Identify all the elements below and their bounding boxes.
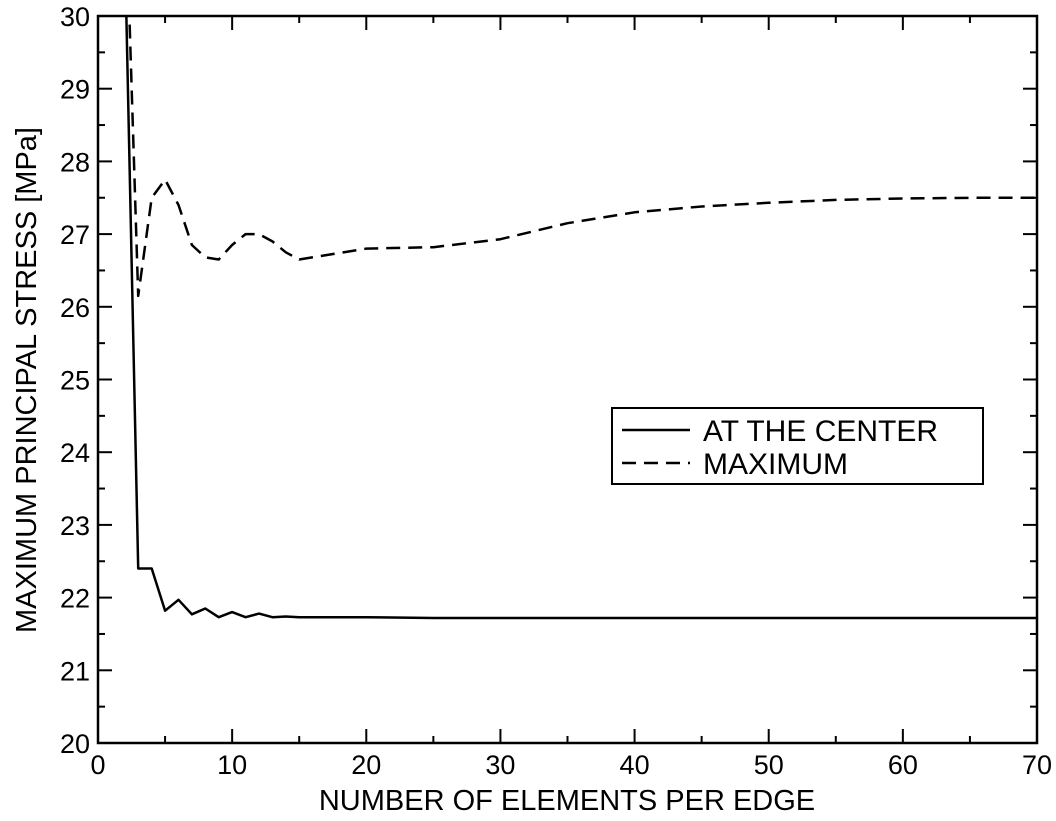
tick-labels: 0 10 20 30 40 50 60 70 20 21 22 23 24 25 26 27 28 29 30: [60, 2, 1052, 780]
y-tick-label: 29: [60, 75, 90, 105]
axis-ticks: [97, 15, 1038, 744]
x-tick-label: 40: [620, 750, 650, 780]
x-tick-label: 20: [351, 750, 381, 780]
x-tick-label: 60: [888, 750, 918, 780]
legend: AT THE CENTER MAXIMUM: [611, 407, 984, 485]
y-tick-label: 28: [60, 147, 90, 177]
x-tick-label: 30: [485, 750, 515, 780]
series-line-at-the-center: [125, 16, 1037, 620]
y-tick-label: 24: [60, 438, 90, 468]
series-line-maximum: [128, 16, 1037, 298]
series-layer: [125, 16, 1037, 620]
legend-label-maximum: MAXIMUM: [703, 448, 848, 481]
y-tick-label: 23: [60, 511, 90, 541]
legend-box: [611, 407, 984, 485]
y-tick-label: 27: [60, 220, 90, 250]
y-tick-label: 20: [60, 729, 90, 759]
plot-frame: [96, 14, 1039, 745]
x-tick-label: 0: [90, 750, 105, 780]
x-tick-label: 70: [1022, 750, 1052, 780]
x-tick-label: 10: [217, 750, 247, 780]
x-axis-title: NUMBER OF ELEMENTS PER EDGE: [319, 785, 815, 816]
y-tick-label: 26: [60, 293, 90, 323]
legend-label-center: AT THE CENTER: [703, 415, 938, 448]
y-tick-label: 25: [60, 366, 90, 396]
y-tick-label: 30: [60, 2, 90, 32]
y-tick-label: 22: [60, 584, 90, 614]
y-axis-title: MAXIMUM PRINCIPAL STRESS [MPa]: [11, 127, 43, 633]
x-tick-label: 50: [754, 750, 784, 780]
y-tick-label: 21: [60, 656, 90, 686]
